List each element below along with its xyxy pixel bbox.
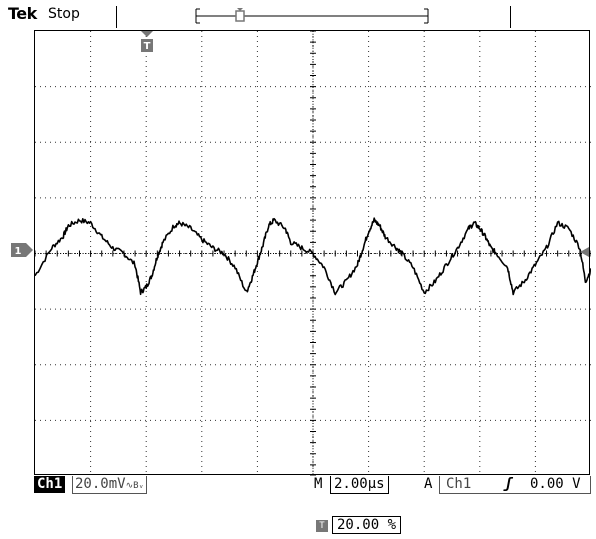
channel-1-tag[interactable]: Ch1 bbox=[34, 476, 66, 493]
channel-1-marker-label: 1 bbox=[15, 246, 22, 257]
waveform-display[interactable] bbox=[34, 30, 591, 476]
trigger-readout-box[interactable] bbox=[439, 476, 591, 494]
acquisition-state: Stop bbox=[48, 6, 80, 22]
trigger-source: Ch1 bbox=[446, 476, 472, 492]
timebase-label: M bbox=[314, 476, 323, 492]
trigger-position-value: 20.00 % bbox=[332, 516, 402, 534]
rising-edge-icon: ʃ bbox=[504, 476, 513, 492]
trigger-level: 0.00 V bbox=[530, 476, 581, 492]
channel-1-scale-value: 20.0mV bbox=[75, 476, 126, 492]
trigger-marker-label: T bbox=[144, 41, 151, 52]
trigger-mode: A bbox=[424, 476, 433, 492]
record-length-bar bbox=[195, 8, 429, 24]
channel-1-ground-marker[interactable]: 1 bbox=[10, 242, 36, 258]
trigger-position-readout[interactable]: T 20.00 % bbox=[316, 516, 402, 534]
channel-1-scale[interactable]: 20.0mV∿Bᵥ bbox=[72, 476, 147, 494]
status-bar: Ch1 20.0mV∿Bᵥ M 2.00µs A Ch1 ʃ 0.00 V bbox=[34, 475, 591, 495]
header-divider bbox=[116, 6, 117, 28]
ch1-trace bbox=[35, 217, 591, 296]
brand-logo: Tek bbox=[8, 4, 37, 23]
waveform-plot bbox=[35, 31, 591, 476]
trigger-level-marker[interactable] bbox=[578, 246, 590, 258]
trigger-position-marker[interactable]: T bbox=[139, 30, 155, 54]
trigger-icon: T bbox=[316, 520, 328, 532]
header-divider bbox=[510, 6, 511, 28]
ch1-waveform-line bbox=[35, 217, 591, 296]
bandwidth-limit-icon: ∿Bᵥ bbox=[125, 481, 144, 491]
timebase-value[interactable]: 2.00µs bbox=[330, 476, 389, 494]
